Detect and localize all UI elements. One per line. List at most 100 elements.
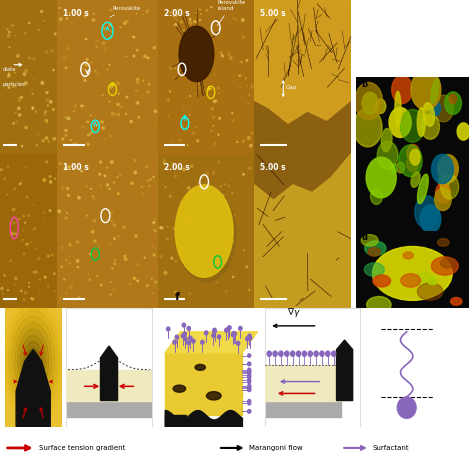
Point	[68, 19, 76, 27]
Circle shape	[11, 317, 55, 406]
Circle shape	[225, 328, 228, 332]
Point	[28, 238, 36, 246]
Point	[196, 16, 204, 24]
Polygon shape	[16, 350, 50, 427]
Bar	[265, 401, 341, 417]
Point	[197, 10, 205, 18]
Point	[237, 84, 244, 91]
Polygon shape	[165, 415, 186, 427]
Point	[117, 23, 124, 31]
Point	[170, 116, 178, 124]
Point	[66, 241, 73, 248]
Point	[39, 214, 47, 222]
Point	[248, 82, 256, 90]
Point	[101, 172, 109, 180]
Point	[89, 193, 97, 201]
Point	[16, 159, 23, 166]
Point	[185, 202, 192, 210]
Text: Surfactant: Surfactant	[372, 445, 409, 451]
Circle shape	[201, 340, 204, 344]
Polygon shape	[100, 346, 118, 401]
Point	[10, 219, 18, 227]
Point	[131, 157, 139, 164]
Point	[107, 83, 115, 91]
Point	[90, 10, 98, 18]
Circle shape	[438, 238, 449, 246]
Point	[40, 209, 47, 216]
Point	[210, 169, 218, 177]
Point	[62, 64, 70, 72]
Point	[130, 33, 138, 41]
Point	[151, 44, 158, 52]
Point	[210, 114, 218, 121]
Point	[29, 105, 36, 112]
Point	[106, 98, 113, 105]
Point	[23, 193, 31, 201]
Circle shape	[248, 380, 251, 383]
Point	[146, 182, 153, 190]
Point	[170, 225, 178, 232]
Point	[64, 15, 71, 22]
Circle shape	[279, 351, 283, 356]
Point	[157, 253, 165, 260]
Point	[42, 108, 49, 116]
Point	[108, 217, 116, 225]
Point	[197, 297, 205, 304]
Point	[133, 46, 141, 54]
Point	[57, 160, 64, 167]
Point	[215, 90, 223, 97]
Point	[239, 137, 247, 145]
Point	[132, 232, 140, 240]
Point	[109, 110, 116, 118]
Point	[74, 263, 82, 271]
Point	[1, 175, 9, 182]
Point	[6, 83, 13, 91]
Circle shape	[366, 157, 396, 198]
Point	[66, 242, 74, 249]
Point	[168, 255, 176, 262]
Circle shape	[432, 155, 453, 184]
Point	[40, 176, 48, 184]
Point	[75, 293, 83, 301]
Point	[240, 246, 248, 254]
Point	[27, 294, 35, 302]
Point	[178, 18, 185, 26]
Point	[75, 194, 83, 201]
Point	[225, 51, 232, 58]
Circle shape	[183, 332, 186, 336]
Point	[79, 65, 87, 73]
Point	[14, 52, 22, 60]
Point	[211, 71, 219, 78]
Point	[18, 177, 26, 185]
Point	[107, 279, 115, 286]
Point	[5, 84, 12, 91]
Ellipse shape	[195, 365, 205, 370]
Circle shape	[246, 337, 249, 341]
Circle shape	[291, 351, 295, 356]
Text: diate: diate	[3, 67, 16, 72]
Point	[162, 183, 169, 191]
Point	[176, 224, 183, 232]
Point	[128, 180, 136, 187]
Point	[29, 90, 36, 98]
Circle shape	[175, 335, 179, 339]
Circle shape	[368, 247, 381, 256]
Point	[152, 278, 160, 286]
Point	[96, 171, 104, 178]
Point	[209, 105, 216, 113]
Circle shape	[248, 362, 251, 365]
Circle shape	[420, 205, 441, 233]
Circle shape	[365, 263, 384, 276]
Circle shape	[361, 235, 378, 246]
Point	[114, 100, 122, 108]
Point	[149, 242, 157, 250]
Text: $\nabla\gamma$: $\nabla\gamma$	[287, 306, 301, 319]
Point	[102, 45, 109, 52]
Point	[21, 219, 29, 227]
Point	[164, 96, 172, 104]
Point	[151, 215, 158, 223]
Circle shape	[248, 378, 251, 382]
Point	[134, 79, 141, 86]
Circle shape	[302, 351, 307, 356]
Point	[123, 18, 131, 25]
